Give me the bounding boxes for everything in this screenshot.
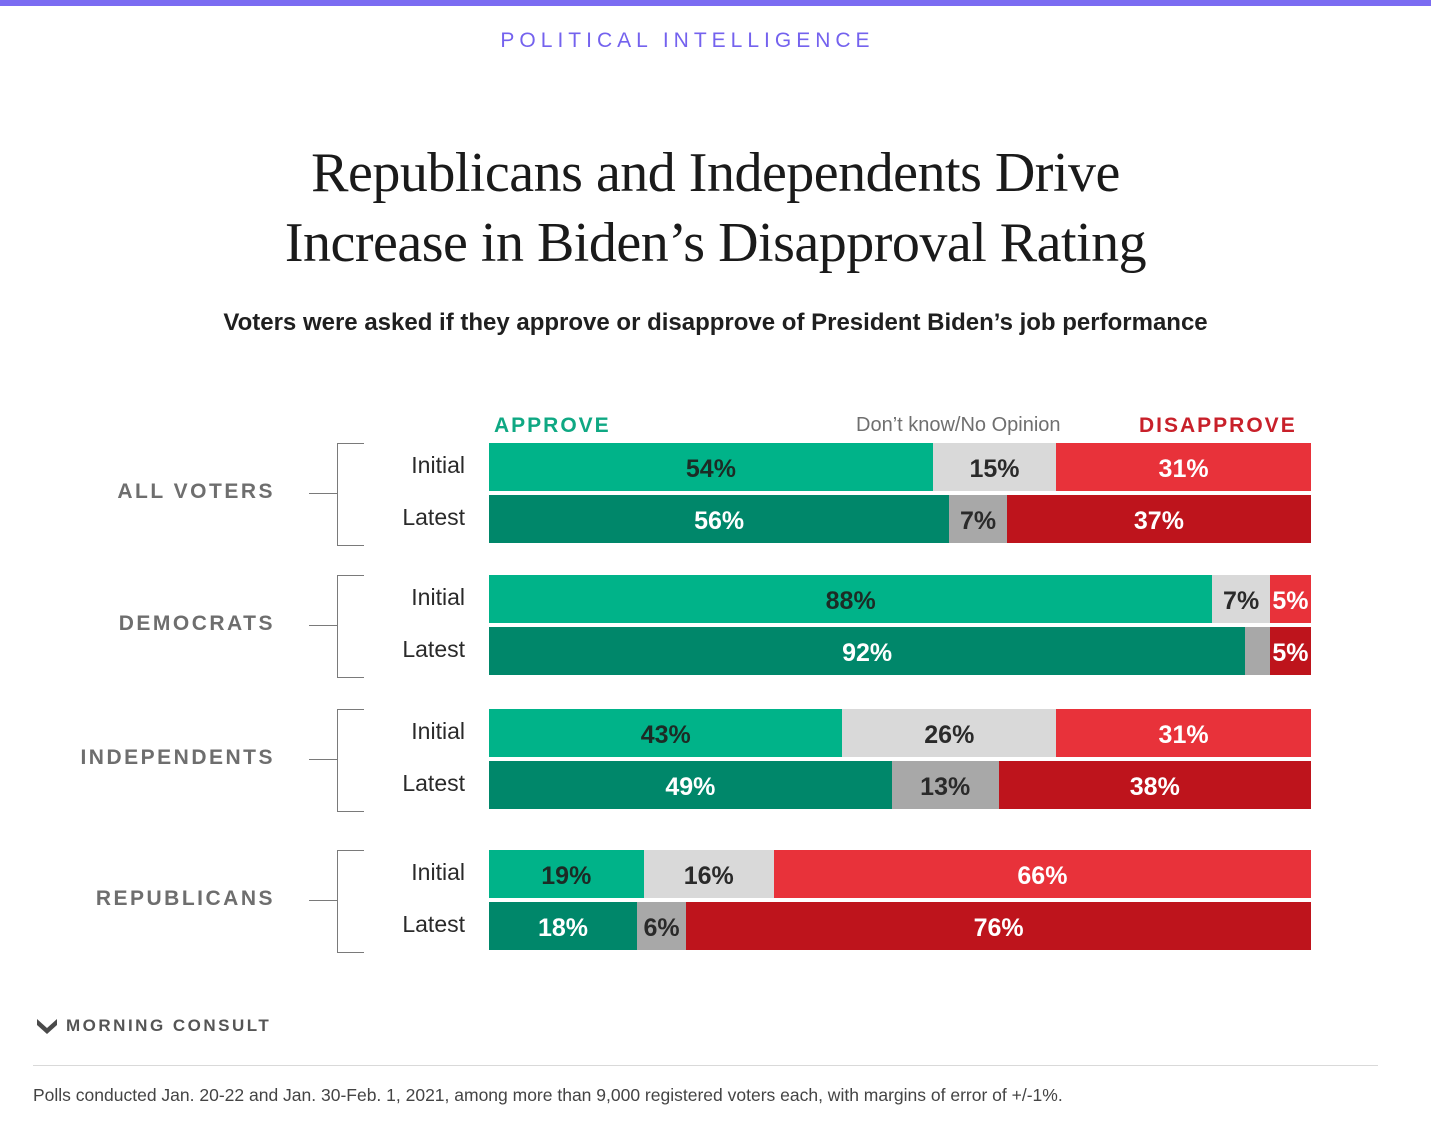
bar-segment-approve: [489, 709, 843, 757]
bar-segment-neutral: [932, 443, 1057, 491]
data-label-neutral: 7%: [960, 507, 997, 535]
data-label-approve: 49%: [665, 773, 716, 801]
section-kicker: POLITICAL INTELLIGENCE: [500, 29, 875, 52]
data-label-disapprove: 5%: [1272, 587, 1309, 615]
data-label-neutral: 16%: [683, 862, 734, 890]
data-label-neutral: 15%: [969, 455, 1020, 483]
row-label-latest: Latest: [402, 911, 465, 937]
bar-segment-approve: [489, 761, 893, 809]
data-label-approve: 54%: [685, 455, 736, 483]
bar-segment-neutral: [1245, 627, 1271, 675]
group-label-all-voters: ALL VOTERS: [117, 480, 275, 503]
data-label-disapprove: 5%: [1272, 639, 1309, 667]
bar-segment-approve: [489, 850, 645, 898]
bracket-tick: [337, 545, 364, 546]
top-accent-bar: [0, 0, 1431, 6]
bar-segment-disapprove: [773, 850, 1312, 898]
bracket-line: [337, 709, 338, 811]
data-label-approve: 43%: [640, 721, 691, 749]
data-label-neutral: 6%: [643, 914, 680, 942]
bar-segment-approve: [489, 902, 638, 950]
bracket-line: [337, 443, 338, 545]
brand-name: MORNING CONSULT: [66, 1016, 272, 1035]
data-label-approve: 18%: [537, 914, 588, 942]
data-label-approve: 88%: [825, 587, 876, 615]
data-label-neutral: 7%: [1223, 587, 1260, 615]
bar-segment-neutral: [1212, 575, 1271, 623]
row-label-initial: Initial: [411, 718, 465, 744]
bar-segment-approve: [489, 495, 950, 543]
bar-segment-disapprove: [1056, 443, 1312, 491]
chart-title-line-2: Increase in Biden’s Disapproval Rating: [284, 212, 1147, 274]
data-label-disapprove: 31%: [1158, 455, 1209, 483]
bracket-tick: [309, 493, 337, 494]
bracket-tick: [309, 759, 337, 760]
row-label-initial: Initial: [411, 452, 465, 478]
footer-divider: [33, 1065, 1378, 1066]
footer-note: Polls conducted Jan. 20-22 and Jan. 30-F…: [33, 1085, 1063, 1105]
bar-segment-approve: [489, 575, 1213, 623]
data-label-approve: 92%: [842, 639, 893, 667]
bracket-line: [337, 575, 338, 677]
legend-no-opinion: Don’t know/No Opinion: [856, 414, 1061, 436]
row-label-initial: Initial: [411, 859, 465, 885]
bar-segment-disapprove: [1269, 575, 1312, 623]
bar-segment-neutral: [636, 902, 687, 950]
row-label-latest: Latest: [402, 504, 465, 530]
bar-segment-neutral: [842, 709, 1057, 757]
group-label-republicans: REPUBLICANS: [95, 887, 275, 910]
data-label-neutral: 13%: [920, 773, 971, 801]
legend-disapprove: DISAPPROVE: [1139, 414, 1297, 437]
bar-segment-disapprove: [1056, 709, 1312, 757]
bar-segment-approve: [489, 627, 1246, 675]
bracket-tick: [337, 952, 364, 953]
group-label-independents: INDEPENDENTS: [80, 746, 275, 769]
row-label-latest: Latest: [402, 636, 465, 662]
data-label-approve: 19%: [541, 862, 592, 890]
data-label-disapprove: 76%: [973, 914, 1024, 942]
bar-segment-disapprove: [686, 902, 1312, 950]
bar-segment-disapprove: [1006, 495, 1312, 543]
chart-title-line-1: Republicans and Independents Drive: [311, 142, 1120, 204]
bar-segment-disapprove: [998, 761, 1312, 809]
bar-segment-disapprove: [1269, 627, 1312, 675]
brand-logo: MORNING CONSULT: [36, 1016, 271, 1036]
bracket-tick: [337, 677, 364, 678]
data-label-neutral: 26%: [924, 721, 975, 749]
row-label-initial: Initial: [411, 584, 465, 610]
data-label-disapprove: 38%: [1129, 773, 1180, 801]
group-label-democrats: DEMOCRATS: [118, 612, 275, 635]
chart-title: Republicans and Independents Drive Incre…: [0, 138, 1431, 278]
bracket-tick: [337, 575, 364, 576]
chart-subtitle: Voters were asked if they approve or dis…: [223, 309, 1208, 336]
bracket-tick: [337, 850, 364, 851]
morning-consult-icon: [37, 1019, 57, 1034]
bar-segment-neutral: [643, 850, 775, 898]
bracket-tick: [309, 625, 337, 626]
bar-segment-neutral: [949, 495, 1008, 543]
bracket-tick: [337, 709, 364, 710]
data-label-disapprove: 66%: [1017, 862, 1068, 890]
bracket-tick: [337, 443, 364, 444]
data-label-disapprove: 31%: [1158, 721, 1209, 749]
bracket-tick: [309, 900, 337, 901]
bracket-tick: [337, 811, 364, 812]
data-label-disapprove: 37%: [1133, 507, 1184, 535]
data-label-approve: 56%: [694, 507, 745, 535]
bar-segment-approve: [489, 443, 934, 491]
bracket-line: [337, 850, 338, 952]
legend-approve: APPROVE: [494, 414, 611, 437]
row-label-latest: Latest: [402, 770, 465, 796]
bar-segment-neutral: [891, 761, 1000, 809]
